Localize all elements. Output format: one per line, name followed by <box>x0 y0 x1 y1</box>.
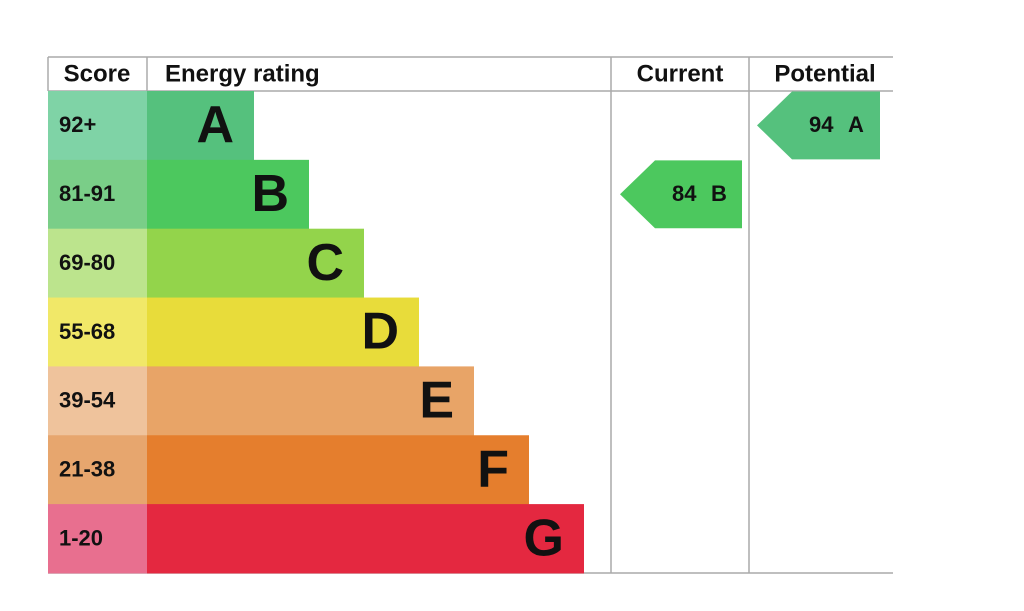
rating-bar <box>147 91 254 161</box>
rating-letter: G <box>524 509 564 567</box>
score-label: 1-20 <box>59 525 103 550</box>
header: Energy rating <box>165 60 320 87</box>
rating-letter: D <box>361 303 399 361</box>
rating-bar <box>147 228 364 299</box>
rating-letter: B <box>251 165 289 223</box>
potential-value: 94 <box>809 112 834 137</box>
score-cell <box>48 297 147 367</box>
score-cell <box>48 228 147 299</box>
rating-letter: A <box>196 96 234 154</box>
score-label: 39-54 <box>59 388 116 413</box>
rating-letter: C <box>306 234 344 292</box>
header: Current <box>637 60 724 87</box>
score-label: 55-68 <box>59 319 115 344</box>
score-label: 92+ <box>59 112 96 137</box>
score-cell <box>48 159 147 230</box>
rating-bar <box>147 159 309 230</box>
rating-letter: E <box>419 372 454 430</box>
score-cell <box>48 91 147 161</box>
potential-rating: A <box>848 112 864 137</box>
header: Potential <box>774 60 875 87</box>
current-rating: B <box>711 181 727 206</box>
score-label: 21-38 <box>59 456 115 481</box>
rating-letter: F <box>477 440 509 498</box>
rating-bar <box>147 366 474 436</box>
score-cell <box>48 366 147 436</box>
current-arrow <box>620 160 742 229</box>
potential-arrow <box>757 91 880 160</box>
score-label: 69-80 <box>59 250 115 275</box>
rating-bar <box>147 435 529 505</box>
score-cell <box>48 504 147 574</box>
rating-bar <box>147 504 584 574</box>
score-label: 81-91 <box>59 181 115 206</box>
score-cell <box>48 435 147 505</box>
current-value: 84 <box>672 181 697 206</box>
header: Score <box>64 60 131 87</box>
rating-bar <box>147 297 419 367</box>
